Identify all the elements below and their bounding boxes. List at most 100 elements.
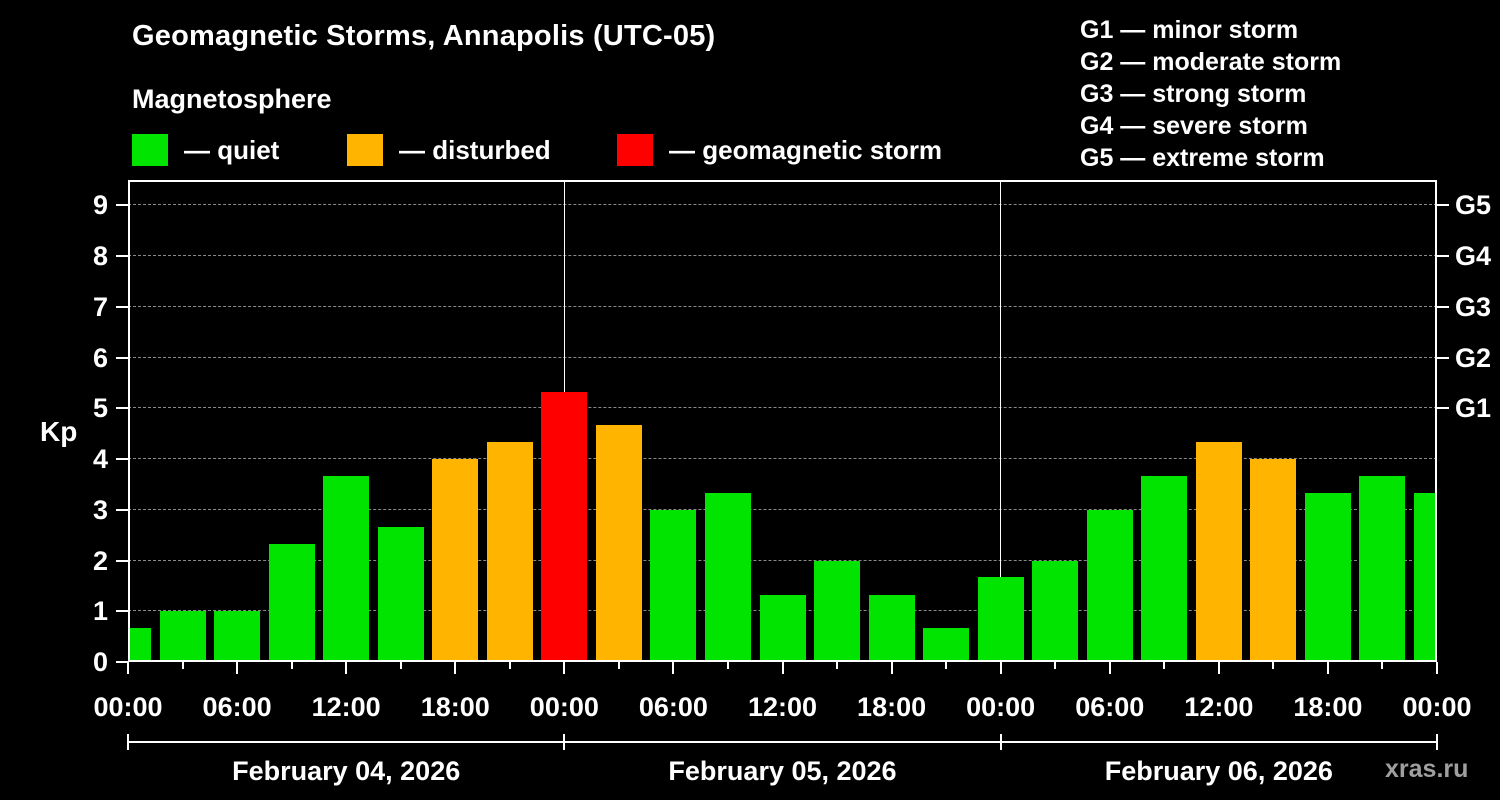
kp-bar — [1195, 442, 1242, 662]
kp-bar — [486, 442, 533, 662]
kp-bar — [268, 543, 315, 662]
y-axis-tick — [116, 305, 128, 308]
x-tick-label: 06:00 — [638, 692, 708, 722]
x-tick-label: 00:00 — [966, 692, 1036, 722]
y-axis-tick — [116, 204, 128, 207]
x-tick-label: 06:00 — [202, 692, 272, 722]
kp-bar — [1359, 475, 1406, 662]
chart-title: Geomagnetic Storms, Annapolis (UTC-05) — [132, 20, 716, 52]
watermark: xras.ru — [1385, 755, 1469, 783]
legend-item-disturbed: — disturbed — [347, 132, 551, 168]
kp-bar — [541, 391, 588, 662]
y-tick-label: 4 — [92, 444, 108, 475]
disturbed-swatch — [347, 134, 383, 166]
g-tick-label: G2 — [1455, 342, 1492, 373]
y-axis-tick — [116, 407, 128, 410]
y-tick-label: 9 — [92, 190, 108, 221]
x-axis-tick-minor — [726, 662, 729, 669]
y-tick-label: 3 — [92, 494, 108, 525]
date-axis-line — [128, 741, 1437, 743]
chart-subtitle: Magnetosphere — [132, 84, 332, 114]
x-tick-label: 12:00 — [747, 692, 818, 722]
g1-legend-line: G1 — minor storm — [1080, 16, 1299, 44]
y-axis-tick — [116, 610, 128, 613]
x-axis-tick-minor — [617, 662, 620, 669]
legend-item-quiet: — quiet — [132, 132, 279, 168]
kp-bar — [432, 459, 479, 662]
x-axis-tick-minor — [1381, 662, 1384, 669]
g-axis-tick — [1437, 356, 1449, 359]
plot-frame — [128, 180, 1437, 662]
g-axis-tick — [1437, 255, 1449, 258]
x-tick-label: 18:00 — [420, 692, 490, 722]
y-tick-label: 1 — [92, 596, 108, 627]
kp-bar — [323, 475, 370, 662]
kp-bar — [595, 425, 642, 662]
date-axis-tick — [563, 734, 566, 750]
x-tick-label: 18:00 — [1293, 692, 1363, 722]
gridline-kp-3 — [128, 508, 1437, 510]
x-axis-tick-major — [890, 662, 893, 674]
kp-bar — [1032, 560, 1079, 662]
kp-bar — [759, 594, 806, 662]
x-axis-tick-minor — [945, 662, 948, 669]
kp-bar — [814, 560, 861, 662]
gridline-kp-7 — [128, 305, 1437, 307]
x-axis-tick-major — [672, 662, 675, 674]
date-axis-tick — [127, 734, 129, 750]
x-axis-tick-major — [345, 662, 348, 674]
y-axis-label: Kp — [40, 416, 78, 447]
x-tick-label: 06:00 — [1075, 692, 1145, 722]
legend-item-storm: — geomagnetic storm — [617, 132, 942, 168]
x-axis-tick-major — [236, 662, 239, 674]
date-label: February 04, 2026 — [232, 756, 461, 786]
y-tick-label: 6 — [92, 342, 108, 373]
gridline-kp-2 — [128, 559, 1437, 561]
g3-legend-line: G3 — strong storm — [1080, 80, 1307, 108]
x-tick-label: 00:00 — [93, 692, 163, 722]
x-axis-tick-major — [563, 662, 566, 674]
y-tick-label: 5 — [92, 393, 108, 424]
legend-quiet-label: — quiet — [184, 134, 280, 165]
x-axis-tick-major — [999, 662, 1002, 674]
legend-storm-label: — geomagnetic storm — [669, 134, 943, 165]
x-axis-tick-major — [781, 662, 784, 674]
kp-bar — [1250, 459, 1297, 662]
x-axis-tick-minor — [290, 662, 293, 669]
kp-bar — [868, 594, 915, 662]
y-axis-tick — [116, 559, 128, 562]
kp-bar — [650, 509, 697, 662]
y-axis-tick — [116, 356, 128, 359]
g5-legend-line: G5 — extreme storm — [1080, 144, 1325, 172]
y-tick-label: 7 — [92, 291, 108, 322]
y-tick-label: 8 — [92, 241, 108, 272]
gridline-kp-8 — [128, 255, 1437, 257]
kp-bar — [214, 611, 261, 662]
x-axis-tick-major — [127, 662, 129, 674]
x-axis-tick-minor — [1163, 662, 1166, 669]
gridline-kp-5 — [128, 407, 1437, 409]
x-axis-tick-minor — [1054, 662, 1057, 669]
kp-bar — [923, 628, 970, 662]
g-tick-label: G5 — [1455, 190, 1492, 221]
legend-disturbed-label: — disturbed — [399, 134, 551, 165]
kp-bar — [1304, 493, 1351, 662]
x-axis-tick-major — [1108, 662, 1111, 674]
date-axis-tick — [1436, 734, 1438, 750]
storm-swatch — [617, 134, 653, 166]
g2-legend-line: G2 — moderate storm — [1080, 48, 1342, 76]
x-axis-tick-major — [1326, 662, 1329, 674]
g-tick-label: G4 — [1455, 241, 1492, 272]
date-axis-tick — [999, 734, 1002, 750]
y-axis-tick — [116, 458, 128, 461]
x-tick-label: 12:00 — [311, 692, 381, 722]
x-axis-tick-minor — [1272, 662, 1275, 669]
x-axis-tick-major — [1436, 662, 1438, 674]
quiet-swatch — [132, 134, 168, 166]
x-tick-label: 00:00 — [1402, 692, 1472, 722]
kp-bar — [1141, 475, 1188, 662]
plot-area — [128, 180, 1437, 662]
date-label: February 05, 2026 — [668, 756, 897, 786]
y-axis-tick — [116, 661, 128, 663]
